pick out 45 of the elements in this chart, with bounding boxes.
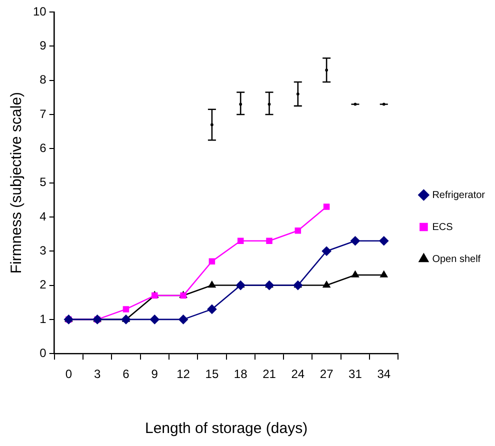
x-tick-label: 24 xyxy=(291,367,305,382)
point xyxy=(122,306,130,312)
x-axis-title: Length of storage (days) xyxy=(144,420,308,438)
point xyxy=(208,258,216,264)
point xyxy=(237,238,244,244)
legend-label: Open shelf xyxy=(432,254,481,265)
x-tick-label: 15 xyxy=(205,367,219,382)
y-tick-label: 4 xyxy=(40,209,47,224)
y-tick-label: 8 xyxy=(40,72,47,87)
point xyxy=(322,281,330,288)
y-tick-label: 3 xyxy=(40,243,47,258)
y-tick-label: 9 xyxy=(40,38,47,52)
y-tick-label: 1 xyxy=(40,312,47,326)
x-tick-label: 21 xyxy=(262,367,276,382)
point xyxy=(150,314,160,324)
point xyxy=(322,246,332,256)
y-tick-label: 2 xyxy=(40,278,47,292)
legend-label: Refrigerator xyxy=(432,190,486,201)
y-axis-title: Firmness (subjective scale) xyxy=(8,92,26,274)
x-tick-label: 6 xyxy=(122,367,130,382)
y-tick-label: 0 xyxy=(40,346,47,360)
point xyxy=(352,270,359,278)
point xyxy=(208,281,216,288)
y-tick-label: 7 xyxy=(40,106,47,121)
x-tick-label: 34 xyxy=(377,367,391,382)
point xyxy=(178,314,188,324)
y-tick-label: 5 xyxy=(40,175,47,190)
x-tick-label: 3 xyxy=(94,367,101,382)
x-tick-label: 31 xyxy=(348,367,362,382)
x-tick-label: 18 xyxy=(234,367,248,382)
y-tick-label: 6 xyxy=(40,140,47,155)
point xyxy=(350,236,360,246)
x-tick-label: 27 xyxy=(320,367,334,382)
point xyxy=(379,236,389,246)
point xyxy=(266,238,272,244)
point xyxy=(121,314,131,324)
x-tick-label: 12 xyxy=(176,367,190,382)
x-tick-label: 0 xyxy=(65,367,72,382)
legend-label: ECS xyxy=(432,222,454,233)
x-tick-label: 9 xyxy=(151,367,158,382)
point xyxy=(380,270,388,278)
point xyxy=(207,304,217,314)
point xyxy=(323,204,330,210)
y-tick-label: 10 xyxy=(32,4,47,18)
point xyxy=(294,228,302,234)
